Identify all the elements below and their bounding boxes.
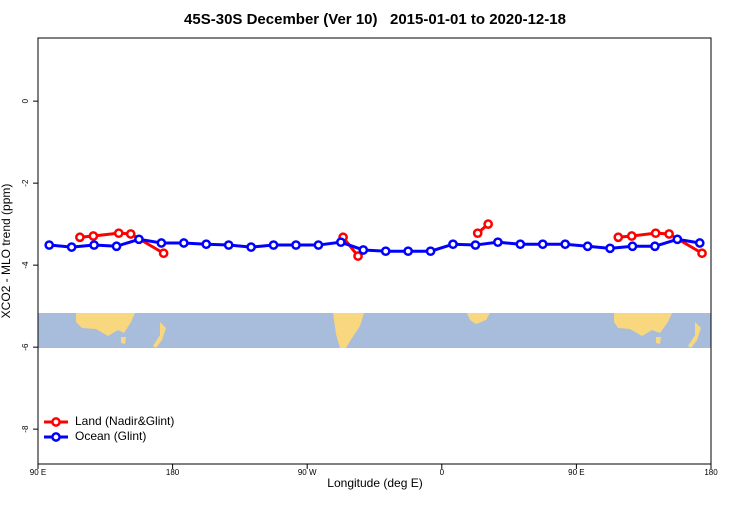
x-tick-label: 180 [166,468,180,477]
x-axis-label: Longitude (deg E) [327,476,422,490]
y-tick-label: -2 [21,179,30,187]
data-point [664,229,674,239]
data-point [626,231,637,241]
data-point [156,238,167,248]
data-point [246,242,256,252]
data-point [66,242,77,252]
data-point [111,241,122,252]
series-line [49,237,701,253]
data-point [650,241,660,252]
legend-label: Ocean (Glint) [75,429,146,443]
data-point [113,228,124,239]
data-point [75,232,85,243]
y-axis-label: XCO2 - MLO trend (ppm) [0,184,13,319]
data-point [403,246,413,257]
data-point [560,239,571,250]
y-tick-label: -6 [21,343,30,351]
data-point [672,234,683,245]
data-point [358,245,369,255]
legend: Land (Nadir&Glint)Ocean (Glint) [44,414,174,443]
data-point [336,237,346,248]
data-point [483,219,494,229]
legend-marker [51,417,61,427]
x-tick-label: 90 W [298,468,317,477]
data-point [627,241,638,252]
data-point [697,248,707,259]
data-point [470,240,481,250]
data-point [178,238,189,248]
legend-marker [51,432,61,442]
map-band [38,313,711,348]
data-point [291,240,301,250]
data-point [353,251,363,261]
data-point [582,241,593,252]
data-point [380,246,391,257]
x-tick-label: 90 E [30,468,46,477]
data-point [448,239,458,250]
data-point [313,240,324,250]
data-point [472,228,483,239]
data-point [425,246,436,257]
legend-label: Land (Nadir&Glint) [75,414,174,428]
data-point [613,232,624,243]
data-point [44,240,55,250]
data-point [694,238,705,248]
data-point [88,231,99,241]
data-point [201,239,212,250]
y-tick-label: -4 [21,261,30,269]
data-point [537,239,548,250]
data-point [515,239,526,250]
x-tick-label: 90 E [568,468,584,477]
data-point [134,234,144,245]
data-point [223,240,234,250]
chart-title: 45S-30S December (Ver 10) 2015-01-01 to … [184,11,566,28]
data-point [650,228,661,239]
x-tick-label: 180 [704,468,718,477]
data-point [125,229,136,239]
y-tick-label: 0 [21,98,30,103]
x-tick-label: 0 [440,468,445,477]
data-point [268,240,279,250]
y-tick-label: -8 [21,425,30,433]
data-point [493,237,503,248]
data-point [158,248,169,259]
data-point [605,243,615,254]
data-point [89,240,99,250]
plot-frame [37,37,712,465]
